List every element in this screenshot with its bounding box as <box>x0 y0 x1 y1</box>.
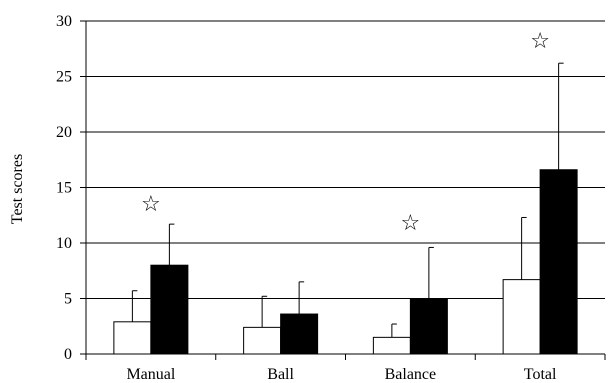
y-tick-label-10: 10 <box>56 235 72 252</box>
y-tick-label-25: 25 <box>56 69 72 86</box>
star-marker-manual: ☆ <box>141 192 161 217</box>
bar-manual-series-1 <box>113 321 152 355</box>
y-tick-label-20: 20 <box>56 124 72 141</box>
y-tick-label-30: 30 <box>56 13 72 30</box>
x-category-label-balance: Balance <box>385 366 437 383</box>
bar-balance-series-2 <box>409 298 448 355</box>
x-category-label-ball: Ball <box>267 366 294 383</box>
y-tick-label-0: 0 <box>64 346 72 363</box>
grid-lines <box>86 20 605 299</box>
bar-ball-series-2 <box>280 313 319 355</box>
y-tick-label-15: 15 <box>56 180 72 197</box>
bars-group <box>113 169 578 355</box>
star-marker-balance: ☆ <box>401 211 421 236</box>
bar-ball-series-1 <box>243 326 282 355</box>
x-category-label-total: Total <box>524 366 557 383</box>
star-marker-total: ☆ <box>530 29 550 54</box>
x-category-label-manual: Manual <box>126 366 175 383</box>
y-axis-title: Test scores <box>9 154 26 224</box>
bar-manual-series-2 <box>150 264 189 355</box>
x-category-labels: Manual Ball Balance Total <box>126 366 557 383</box>
axes-group <box>80 20 606 360</box>
bar-balance-series-1 <box>372 336 411 355</box>
bar-total-series-2 <box>539 169 578 355</box>
error-bars-group <box>131 62 564 338</box>
significance-markers: ☆ ☆ ☆ <box>141 29 550 236</box>
bar-total-series-1 <box>502 279 541 355</box>
y-tick-labels: 0 5 10 15 20 25 30 <box>56 13 72 363</box>
y-tick-label-5: 5 <box>64 291 72 308</box>
